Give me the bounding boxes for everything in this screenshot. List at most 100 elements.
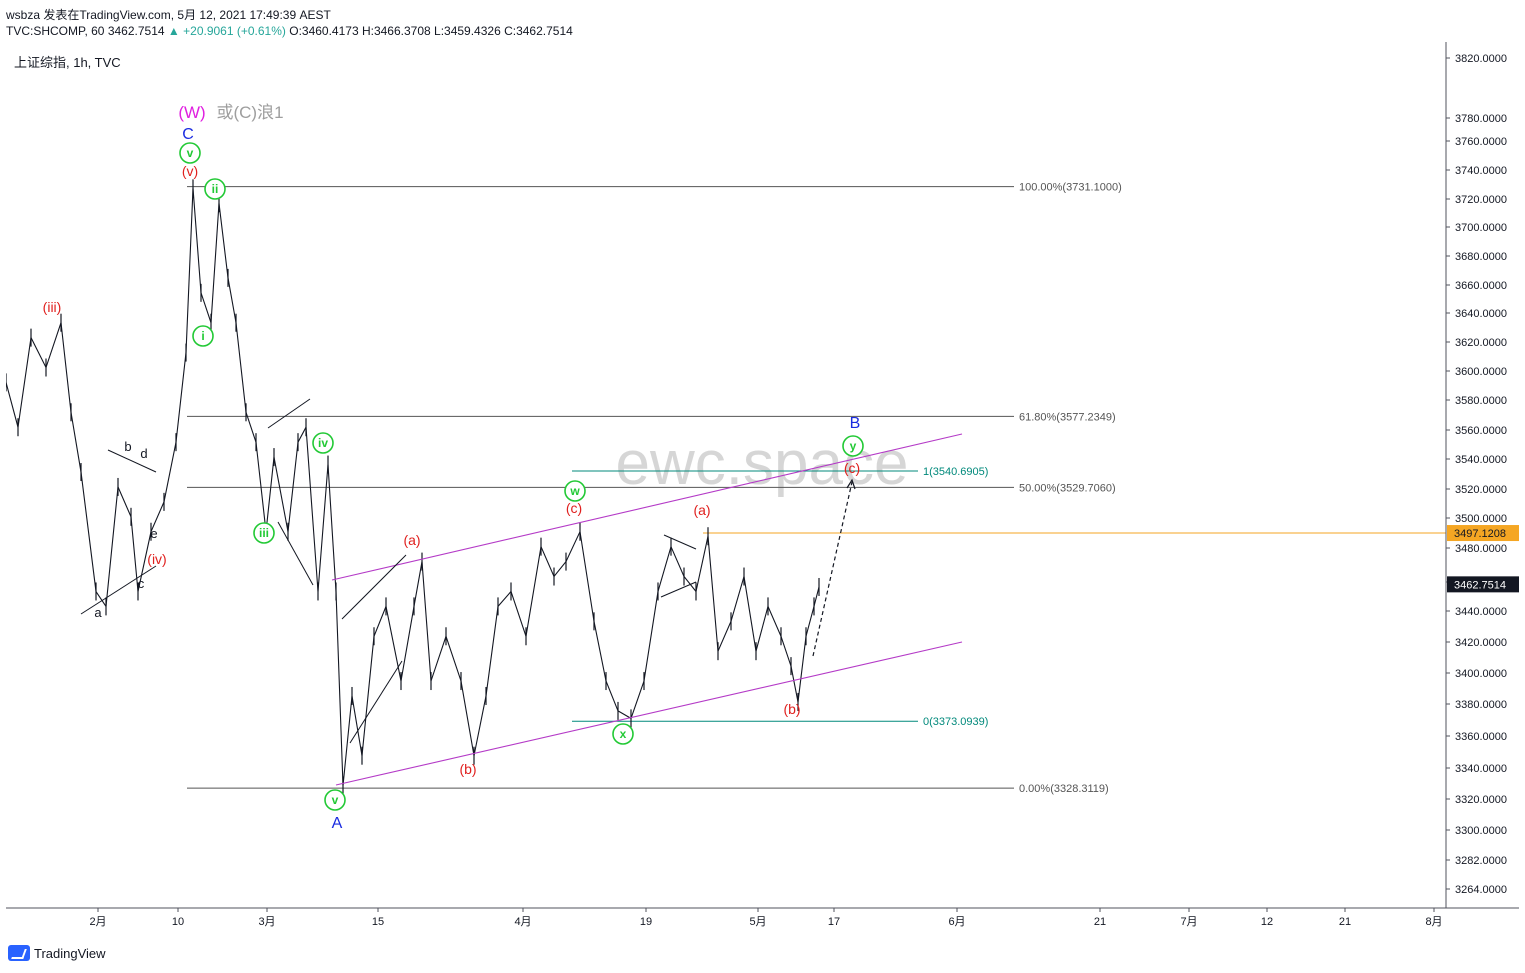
price-tag-label: 3497.1208 <box>1454 528 1506 540</box>
y-tick-label: 3560.0000 <box>1455 425 1507 437</box>
y-tick-label: 3340.0000 <box>1455 763 1507 775</box>
price-series-line <box>6 188 820 786</box>
chart-legend: 上证综指, 1h, TVC <box>14 55 121 70</box>
fib-level-label: 61.80%(3577.2349) <box>1019 411 1116 423</box>
chart-frame[interactable]: ewc.space 上证综指, 1h, TVC 100.00%(3731.1000… <box>6 42 1519 973</box>
projection-arrow-head <box>846 478 856 490</box>
y-tick-label: 3760.0000 <box>1455 136 1507 148</box>
ohlc-values: O:3460.4173 H:3466.3708 L:3459.4326 C:34… <box>289 24 573 38</box>
y-tick-label: 3660.0000 <box>1455 280 1507 292</box>
y-tick-label: 3780.0000 <box>1455 113 1507 125</box>
flag-upper-line <box>663 534 697 550</box>
y-tick-label: 3820.0000 <box>1455 53 1507 65</box>
y-tick-label: 3500.0000 <box>1455 513 1507 525</box>
triangle-lower-line <box>80 565 157 615</box>
price-tag-box <box>1447 525 1519 542</box>
y-tick-label: 3400.0000 <box>1455 668 1507 680</box>
wedge-upper-line <box>341 554 407 620</box>
x-tick-label: 15 <box>372 916 384 928</box>
wave-circled-label: iii <box>259 526 269 540</box>
circled-wave-ring <box>192 325 214 347</box>
x-tick-label: 2月 <box>89 916 106 928</box>
triangle-upper-line <box>107 449 157 473</box>
fib-level-label: 50.00%(3529.7060) <box>1019 482 1116 494</box>
wave-minor-label: (b) <box>459 761 476 777</box>
circled-wave-ring <box>204 178 226 200</box>
price-tag-box <box>1447 576 1519 593</box>
circled-wave-ring <box>842 435 864 457</box>
channel-lower-line <box>335 641 963 786</box>
wave-w-label: (W) <box>178 103 205 122</box>
x-tick-label: 7月 <box>1180 916 1197 928</box>
diagonal-upper-line <box>267 398 311 429</box>
fib-level-label: 100.00%(3731.1000) <box>1019 182 1122 194</box>
circled-wave-ring <box>179 142 201 164</box>
projection-level-label: 0(3373.0939) <box>923 716 988 728</box>
wave-minor-label: (b) <box>783 701 800 717</box>
wave-big-a-label: A <box>332 815 343 832</box>
projection-level-label: 1(3540.6905) <box>923 466 988 478</box>
circled-wave-ring <box>612 723 634 745</box>
y-tick-label: 3480.0000 <box>1455 543 1507 555</box>
y-tick-label: 3640.0000 <box>1455 308 1507 320</box>
circled-wave-ring <box>253 522 275 544</box>
diagonal-lower-line <box>277 521 314 586</box>
wave-minor-label: (v) <box>182 163 198 179</box>
wave-circled-label: iv <box>318 436 328 450</box>
wave-alt-note: 或(C)浪1 <box>216 103 283 122</box>
wave-minor-label: (a) <box>693 502 710 518</box>
wave-circled-label: i <box>201 329 204 343</box>
y-tick-label: 3360.0000 <box>1455 731 1507 743</box>
tradingview-logo[interactable]: TradingView <box>8 945 106 961</box>
wave-minor-label: (c) <box>844 460 860 476</box>
change-up-icon: ▲ <box>167 24 180 38</box>
y-tick-label: 3620.0000 <box>1455 337 1507 349</box>
x-tick-label: 17 <box>828 916 840 928</box>
y-tick-label: 3680.0000 <box>1455 251 1507 263</box>
publish-info: wsbza 发表在TradingView.com, 5月 12, 2021 17… <box>6 8 331 22</box>
circled-wave-ring <box>312 432 334 454</box>
x-tick-label: 6月 <box>948 916 965 928</box>
y-tick-label: 3540.0000 <box>1455 454 1507 466</box>
y-tick-label: 3580.0000 <box>1455 395 1507 407</box>
x-tick-label: 8月 <box>1425 916 1442 928</box>
wave-big-b-label: B <box>850 415 861 432</box>
x-tick-label: 3月 <box>258 916 275 928</box>
circled-wave-ring <box>564 480 586 502</box>
wave-big-c-label: C <box>182 126 194 143</box>
wave-minor-label: (a) <box>403 532 420 548</box>
wave-circled-label: v <box>187 146 194 160</box>
flag-lower-line <box>660 581 697 598</box>
wave-small-label: b <box>124 439 131 454</box>
symbol-label: TVC:SHCOMP, 60 <box>6 24 105 38</box>
y-tick-label: 3520.0000 <box>1455 484 1507 496</box>
y-tick-label: 3600.0000 <box>1455 366 1507 378</box>
x-tick-label: 5月 <box>749 916 766 928</box>
wave-small-label: d <box>140 446 147 461</box>
wave-minor-label: (iii) <box>43 299 62 315</box>
last-price: 3462.7514 <box>107 24 165 38</box>
y-tick-label: 3720.0000 <box>1455 194 1507 206</box>
wedge-lower-line <box>349 660 403 744</box>
y-tick-label: 3380.0000 <box>1455 699 1507 711</box>
x-tick-label: 21 <box>1094 916 1106 928</box>
y-tick-label: 3420.0000 <box>1455 637 1507 649</box>
x-tick-label: 21 <box>1339 916 1351 928</box>
wave-circled-label: y <box>850 439 857 453</box>
y-tick-label: 3264.0000 <box>1455 884 1507 896</box>
circled-wave-ring <box>324 789 346 811</box>
tradingview-logo-icon <box>8 945 30 961</box>
y-tick-label: 3440.0000 <box>1455 606 1507 618</box>
wave-circled-label: x <box>620 727 627 741</box>
price-tag-label: 3462.7514 <box>1454 579 1506 591</box>
tradingview-logo-text: TradingView <box>34 945 106 961</box>
y-tick-label: 3740.0000 <box>1455 165 1507 177</box>
x-tick-label: 10 <box>172 916 184 928</box>
x-tick-label: 19 <box>640 916 652 928</box>
y-tick-label: 3320.0000 <box>1455 794 1507 806</box>
y-tick-label: 3700.0000 <box>1455 222 1507 234</box>
channel-upper-line <box>331 433 963 581</box>
wave-minor-label: (c) <box>566 500 582 516</box>
wave-circled-label: v <box>332 793 339 807</box>
